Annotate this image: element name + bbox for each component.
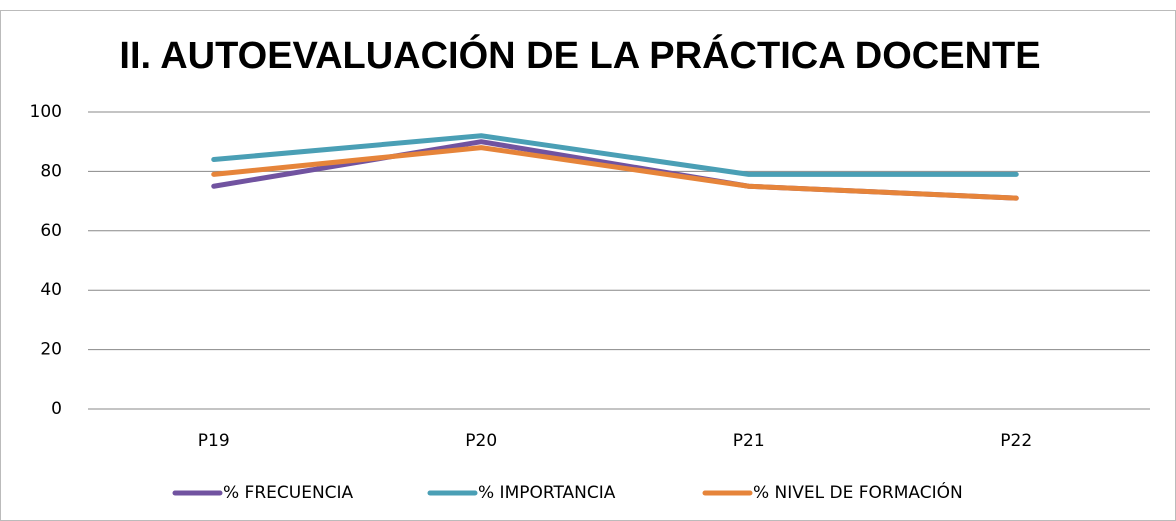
legend-label: % NIVEL DE FORMACIÓN (753, 481, 963, 503)
x-tick-label: P19 (198, 431, 230, 451)
y-tick-label: 20 (40, 340, 62, 360)
y-tick-label: 100 (30, 102, 62, 122)
x-tick-label: P21 (733, 431, 765, 451)
chart-border (0, 10, 1176, 521)
series-line (211, 145, 1019, 201)
legend-label: % FRECUENCIA (223, 483, 354, 503)
chart-title: II. AUTOEVALUACIÓN DE LA PRÁCTICA DOCENT… (119, 33, 1040, 77)
x-tick-label: P22 (1000, 431, 1032, 451)
x-tick-label: P20 (465, 431, 497, 451)
series-line (211, 133, 1019, 177)
y-tick-label: 40 (40, 280, 62, 300)
y-tick-label: 0 (51, 399, 62, 419)
legend-label: % IMPORTANCIA (478, 483, 616, 503)
y-tick-label: 80 (40, 161, 62, 181)
y-tick-label: 60 (40, 221, 62, 241)
